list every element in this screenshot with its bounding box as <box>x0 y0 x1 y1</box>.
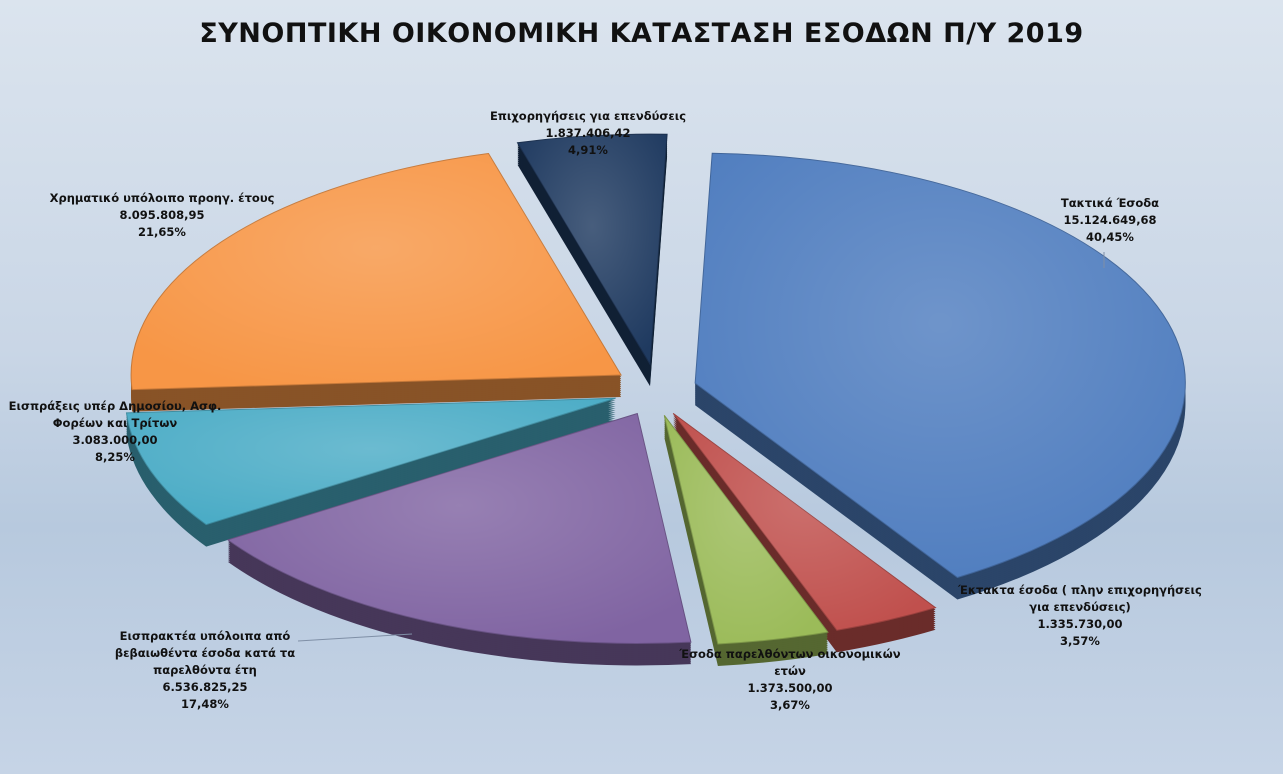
data-label-percent: 21,65% <box>138 225 186 239</box>
pie-slice-highlight <box>695 153 1186 578</box>
data-label-name: Έσοδα παρελθόντων οικονομικών <box>679 647 901 661</box>
data-label: Τακτικά Έσοδα 15.124.649,68 40,45% <box>980 195 1240 246</box>
data-label-name: βεβαιωθέντα έσοδα κατά τα <box>114 646 296 660</box>
data-label-value: 6.536.825,25 <box>162 680 248 694</box>
data-label-name: Έκτακτα έσοδα ( πλην επιχορηγήσεις <box>958 583 1202 597</box>
data-label-percent: 3,67% <box>770 698 810 712</box>
data-label: Εισπράξεις υπέρ Δημοσίου, Ασφ. Φορέων και… <box>0 398 245 466</box>
pie-slice-highlight <box>673 413 936 631</box>
data-label-value: 1.837.406,42 <box>545 126 631 140</box>
data-label: Εισπρακτέα υπόλοιπα από βεβαιωθέντα έσοδα… <box>75 628 335 713</box>
data-label-name: παρελθόντα έτη <box>153 663 257 677</box>
data-label-name: Φορέων και Τρίτων <box>52 416 178 430</box>
chart-title: ΣΥΝΟΠΤΙΚΗ ΟΙΚΟΝΟΜΙΚΗ ΚΑΤΑΣΤΑΣΗ ΕΣΟΔΩΝ Π/… <box>199 18 1084 49</box>
data-label: Επιχορηγήσεις για επενδύσεις 1.837.406,42… <box>458 108 718 159</box>
data-label-name: Τακτικά Έσοδα <box>1060 196 1160 210</box>
data-label-name: Εισπράξεις υπέρ Δημοσίου, Ασφ. <box>8 399 222 413</box>
data-label-value: 15.124.649,68 <box>1063 213 1157 227</box>
data-label-percent: 8,25% <box>95 450 135 464</box>
data-label-percent: 17,48% <box>181 697 229 711</box>
data-label: Έκτακτα έσοδα ( πλην επιχορηγήσεις για επ… <box>930 582 1230 650</box>
leader-line <box>297 633 413 642</box>
data-label-value: 3.083.000,00 <box>72 433 158 447</box>
data-label-percent: 40,45% <box>1086 230 1134 244</box>
data-label: Έσοδα παρελθόντων οικονομικών ετών 1.373.5… <box>660 646 920 714</box>
data-label-value: 8.095.808,95 <box>119 208 205 222</box>
data-label-name: για επενδύσεις) <box>1029 600 1131 614</box>
pie-slice-highlight <box>131 153 622 390</box>
data-label-percent: 4,91% <box>568 143 608 157</box>
data-label-name: Επιχορηγήσεις για επενδύσεις <box>489 109 687 123</box>
data-label-value: 1.335.730,00 <box>1037 617 1123 631</box>
pie-slice-highlight <box>126 398 616 525</box>
data-label-percent: 3,57% <box>1060 634 1100 648</box>
data-label-value: 1.373.500,00 <box>747 681 833 695</box>
pie-slice-highlight <box>227 413 691 644</box>
data-label-name: Εισπρακτέα υπόλοιπα από <box>119 629 291 643</box>
pie-slice-highlight <box>517 134 668 365</box>
pie-slice-highlight <box>664 415 828 644</box>
data-label-name: ετών <box>774 664 806 678</box>
data-label-name: Χρηματικό υπόλοιπο προηγ. έτους <box>49 191 275 205</box>
data-label: Χρηματικό υπόλοιπο προηγ. έτους 8.095.808… <box>12 190 312 241</box>
